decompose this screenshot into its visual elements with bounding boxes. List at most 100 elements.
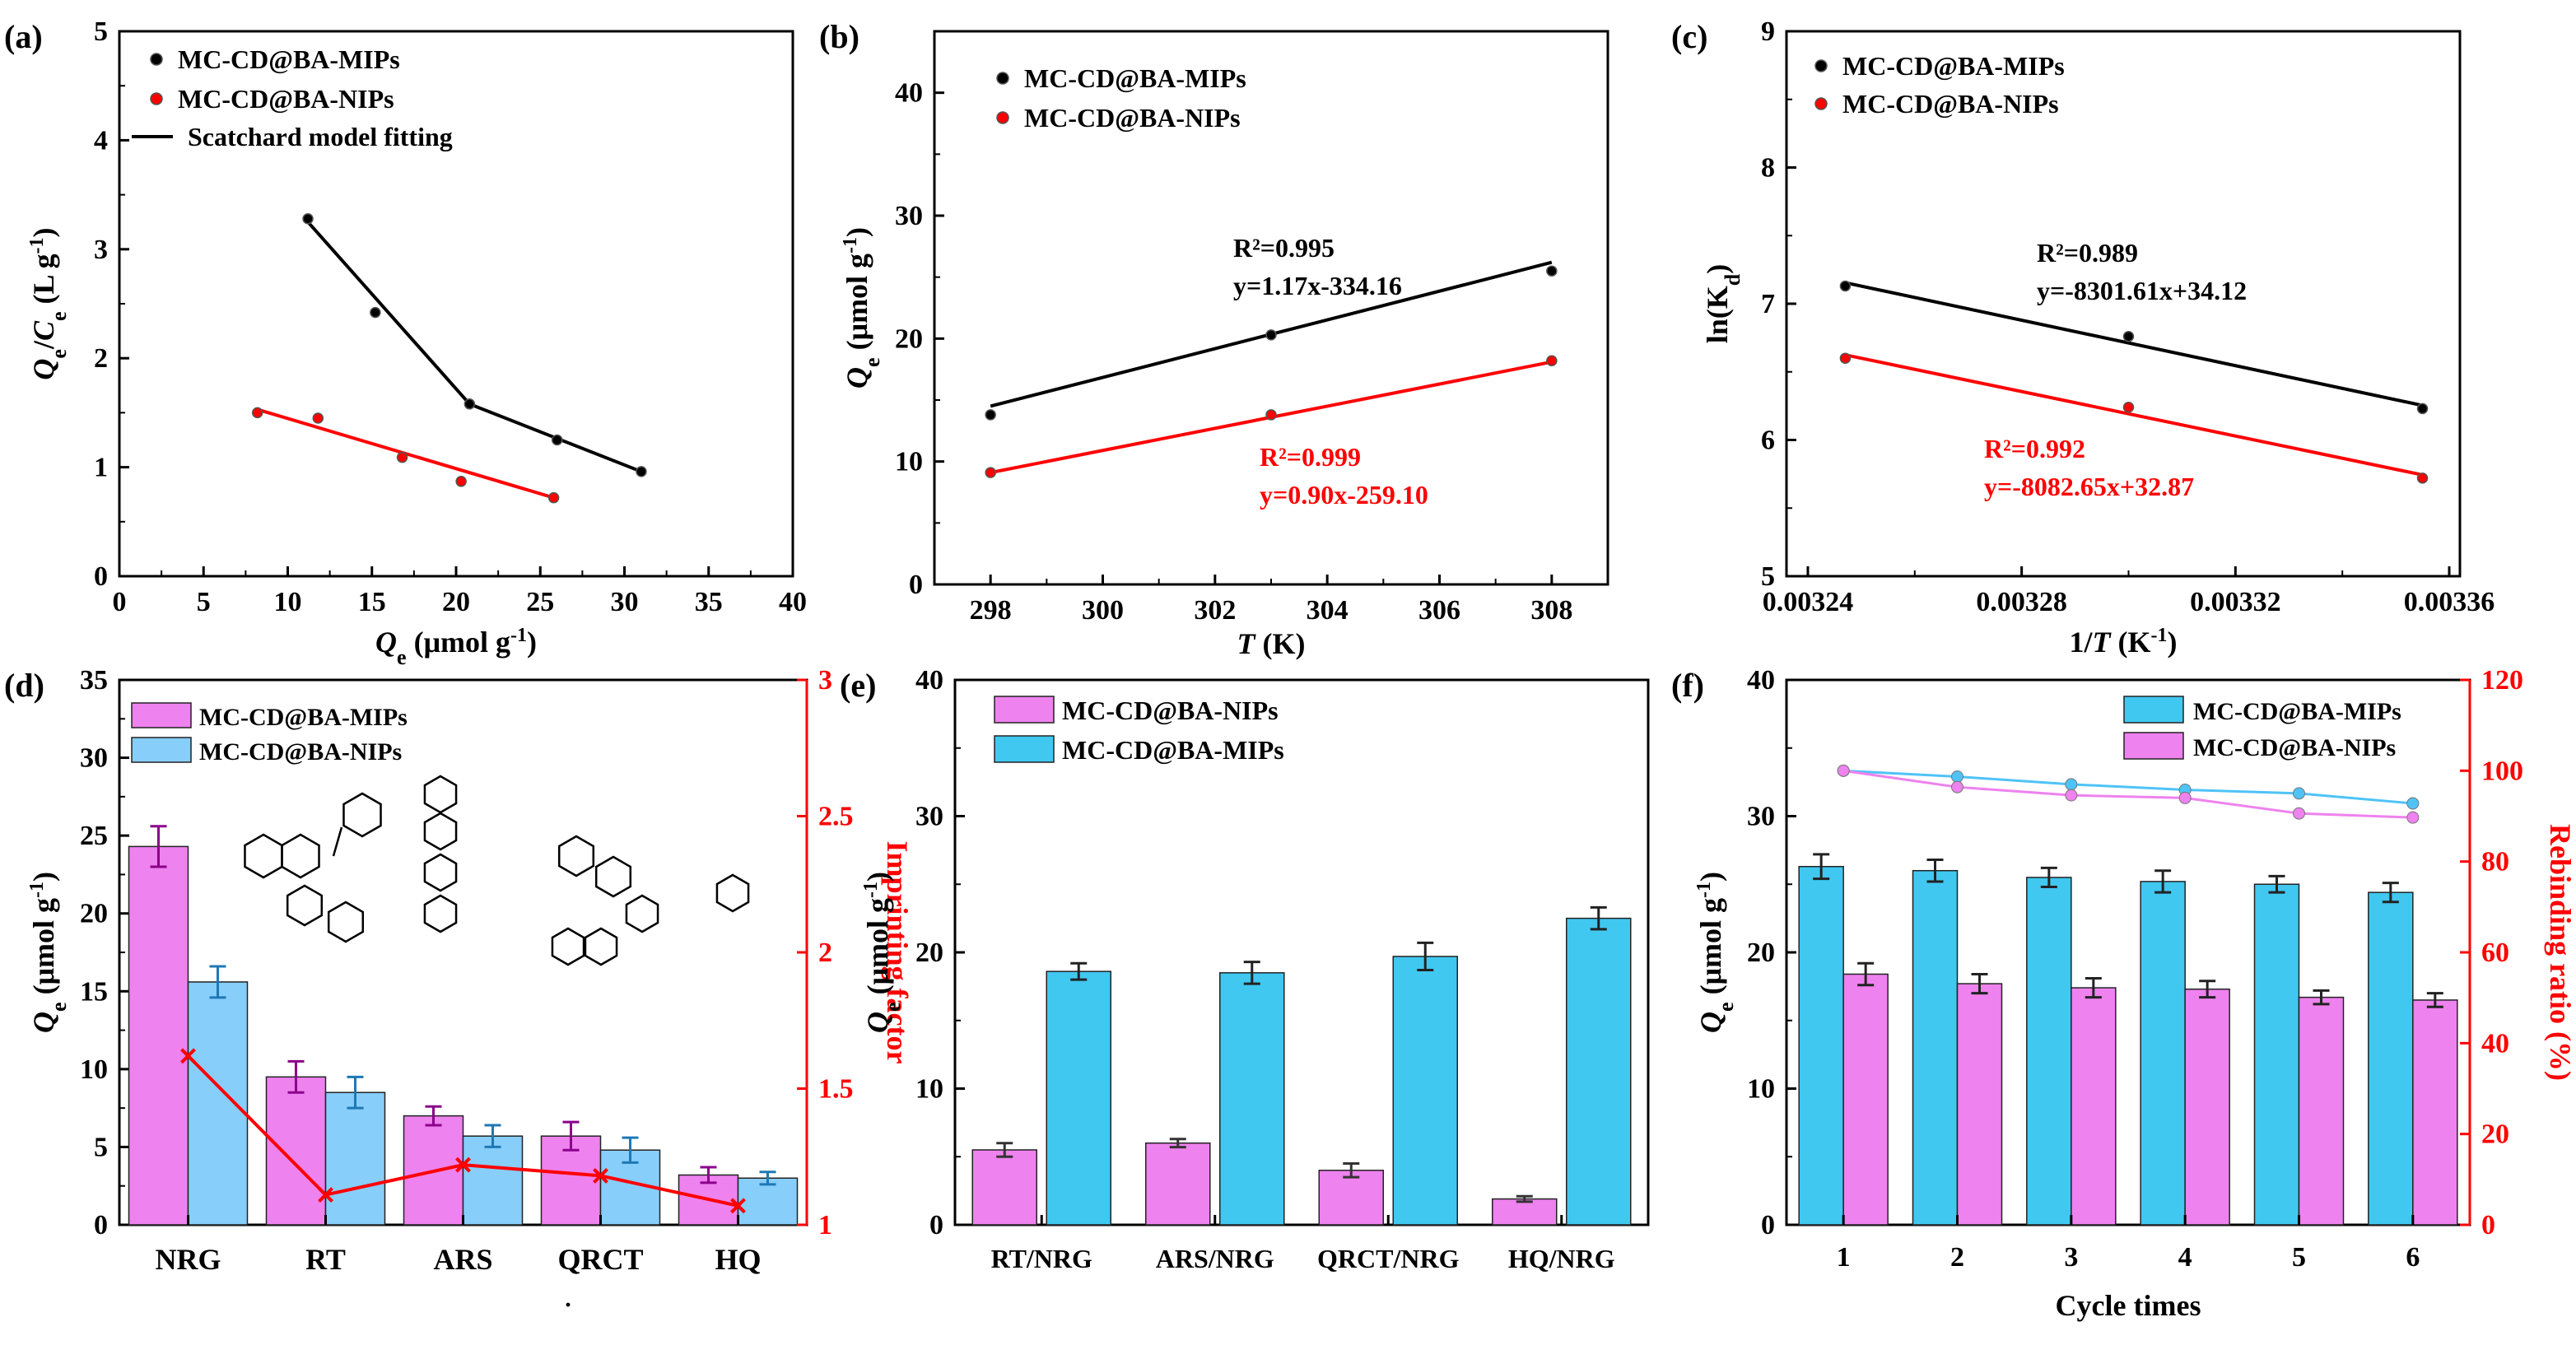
- x-tick-label: 302: [1194, 595, 1236, 626]
- panel-a: 0 1 2 3 4 5 0 5 10 15 20 25 30 35 40 (a) MC-CD@BA-MIPs MC…: [4, 16, 807, 669]
- mips-eq: y=1.17x-334.16: [1233, 271, 1402, 300]
- legend-mips-swatch: [131, 702, 192, 728]
- legend-nips-label: MC-CD@BA-NIPs: [2193, 734, 2396, 761]
- bar-mips: [1392, 956, 1458, 1226]
- data-point: [455, 476, 467, 487]
- y2-tick-label: 40: [2481, 1028, 2509, 1059]
- y-tick-label: 5: [1761, 561, 1775, 592]
- category-label: QRCT/NRG: [1317, 1244, 1460, 1273]
- data-point: [985, 467, 996, 478]
- legend-mips-marker: [996, 72, 1009, 85]
- x-axis-title: Qe (μmol g-1): [375, 625, 537, 669]
- rebinding-point: [1837, 764, 1850, 777]
- y2-tick-label: 3: [818, 665, 832, 696]
- category-label: NRG: [156, 1243, 221, 1276]
- x-tick-label: 0.00336: [2404, 587, 2495, 617]
- x-tick-label: 30: [611, 587, 639, 617]
- panel-label: (b): [819, 18, 859, 55]
- y-axis-title: Qe (μmol g-1): [860, 872, 905, 1033]
- y-tick-label: 20: [80, 899, 108, 929]
- y-tick-label: 0: [1761, 1210, 1775, 1240]
- imprinting-factor-marker: [730, 1198, 746, 1214]
- bar-mips: [2253, 883, 2300, 1226]
- category-label: QRCT: [557, 1243, 643, 1276]
- y-tick-label: 1: [94, 453, 108, 483]
- nips-eq: y=-8082.65x+32.87: [1984, 472, 2194, 501]
- y2-tick-label: 2.5: [818, 802, 854, 832]
- legend-mips-marker: [150, 53, 163, 66]
- rebinding-point: [2065, 778, 2078, 791]
- y-tick-label: 9: [1761, 16, 1775, 47]
- y-tick-label: 10: [80, 1054, 108, 1085]
- category-label: ARS: [433, 1243, 492, 1276]
- data-point: [2416, 472, 2429, 484]
- y2-tick-label: 1.5: [818, 1074, 854, 1105]
- ring-icon: [423, 853, 458, 892]
- legend-nips-label: MC-CD@BA-NIPs: [1062, 696, 1279, 725]
- data-point: [463, 398, 476, 410]
- y-tick-label: 0: [909, 570, 923, 600]
- data-point: [396, 451, 408, 463]
- bar-nips: [2298, 996, 2345, 1226]
- bar-mips: [1566, 917, 1632, 1226]
- data-point: [312, 412, 324, 424]
- bar-nips: [462, 1135, 524, 1226]
- data-point: [1839, 352, 1852, 364]
- fit-line-0: [306, 221, 642, 473]
- nips-r2: R²=0.999: [1260, 442, 1361, 472]
- y-tick-label: 20: [895, 323, 923, 354]
- y-tick-label: 4: [94, 125, 108, 156]
- legend-mips-label: MC-CD@BA-MIPs: [2193, 698, 2401, 725]
- x-tick-label: 0.00328: [1976, 587, 2067, 617]
- rebinding-line-0: [1843, 769, 2413, 805]
- fit-line-0: [1844, 281, 2423, 407]
- y-tick-label: 3: [94, 235, 108, 265]
- y-tick-label: 10: [915, 1074, 943, 1105]
- x-axis-title: 1/T (K-1): [2069, 625, 2177, 659]
- x-tick-label: 40: [779, 587, 807, 617]
- data-point: [547, 491, 560, 504]
- ring-icon: [286, 884, 324, 927]
- ring-icon: [715, 873, 750, 913]
- y-axis-title: Qe (μmol g-1): [840, 227, 884, 389]
- y-tick-label: 6: [1761, 426, 1775, 456]
- y2-axis-title: Rebinding ratio (%): [2544, 824, 2576, 1081]
- rebinding-point: [2293, 807, 2305, 820]
- y-tick-label: 5: [94, 1132, 108, 1162]
- y-axis-title: Qe (μmol g-1): [1693, 872, 1738, 1033]
- bar-nips: [1145, 1142, 1211, 1226]
- legend-nips-swatch: [994, 696, 1055, 724]
- bar-nips: [2412, 999, 2458, 1226]
- data-point: [302, 212, 314, 225]
- y2-tick-label: 20: [2481, 1119, 2509, 1150]
- ring-icon: [342, 792, 382, 838]
- x-tick-label: 15: [358, 587, 386, 617]
- y-tick-label: 0: [94, 1210, 108, 1240]
- data-point: [1546, 355, 1558, 366]
- ring-icon: [281, 833, 320, 879]
- panel-d: 0 5 10 15 20 25 30 35 (d) NRG RT ARS QRCT HQ 1 1.5 2 2.5 3…: [4, 665, 914, 1319]
- ring-icon: [327, 901, 365, 943]
- x-tick-label: 25: [526, 587, 554, 617]
- bond-line: [332, 826, 343, 857]
- x-tick-label: 306: [1418, 595, 1460, 626]
- mips-r2: R²=0.989: [2037, 238, 2138, 268]
- plot-frame: [1785, 678, 2471, 1226]
- bar-mips: [1798, 865, 1844, 1226]
- panel-b: 0 10 20 30 40 298 300 302 304 306 308 (b) MC-CD@BA-M…: [819, 18, 1609, 660]
- category-label: ARS/NRG: [1156, 1244, 1274, 1273]
- y-tick-label: 40: [915, 665, 943, 696]
- legend-nips-marker: [150, 92, 163, 105]
- category-label: 6: [2406, 1242, 2420, 1273]
- y-tick-label: 20: [1747, 938, 1775, 968]
- x-tick-label: 0.00324: [1763, 587, 1854, 617]
- ring-icon: [423, 894, 458, 933]
- category-label: RT/NRG: [991, 1244, 1092, 1273]
- x-tick-label: 308: [1530, 595, 1572, 626]
- bar-mips: [2026, 877, 2072, 1226]
- bar-mips: [1219, 972, 1285, 1226]
- y-axis-title: Qe/Ce (L g-1): [26, 227, 71, 379]
- y2-tick-label: 100: [2481, 756, 2523, 786]
- panel-label: (a): [4, 18, 43, 55]
